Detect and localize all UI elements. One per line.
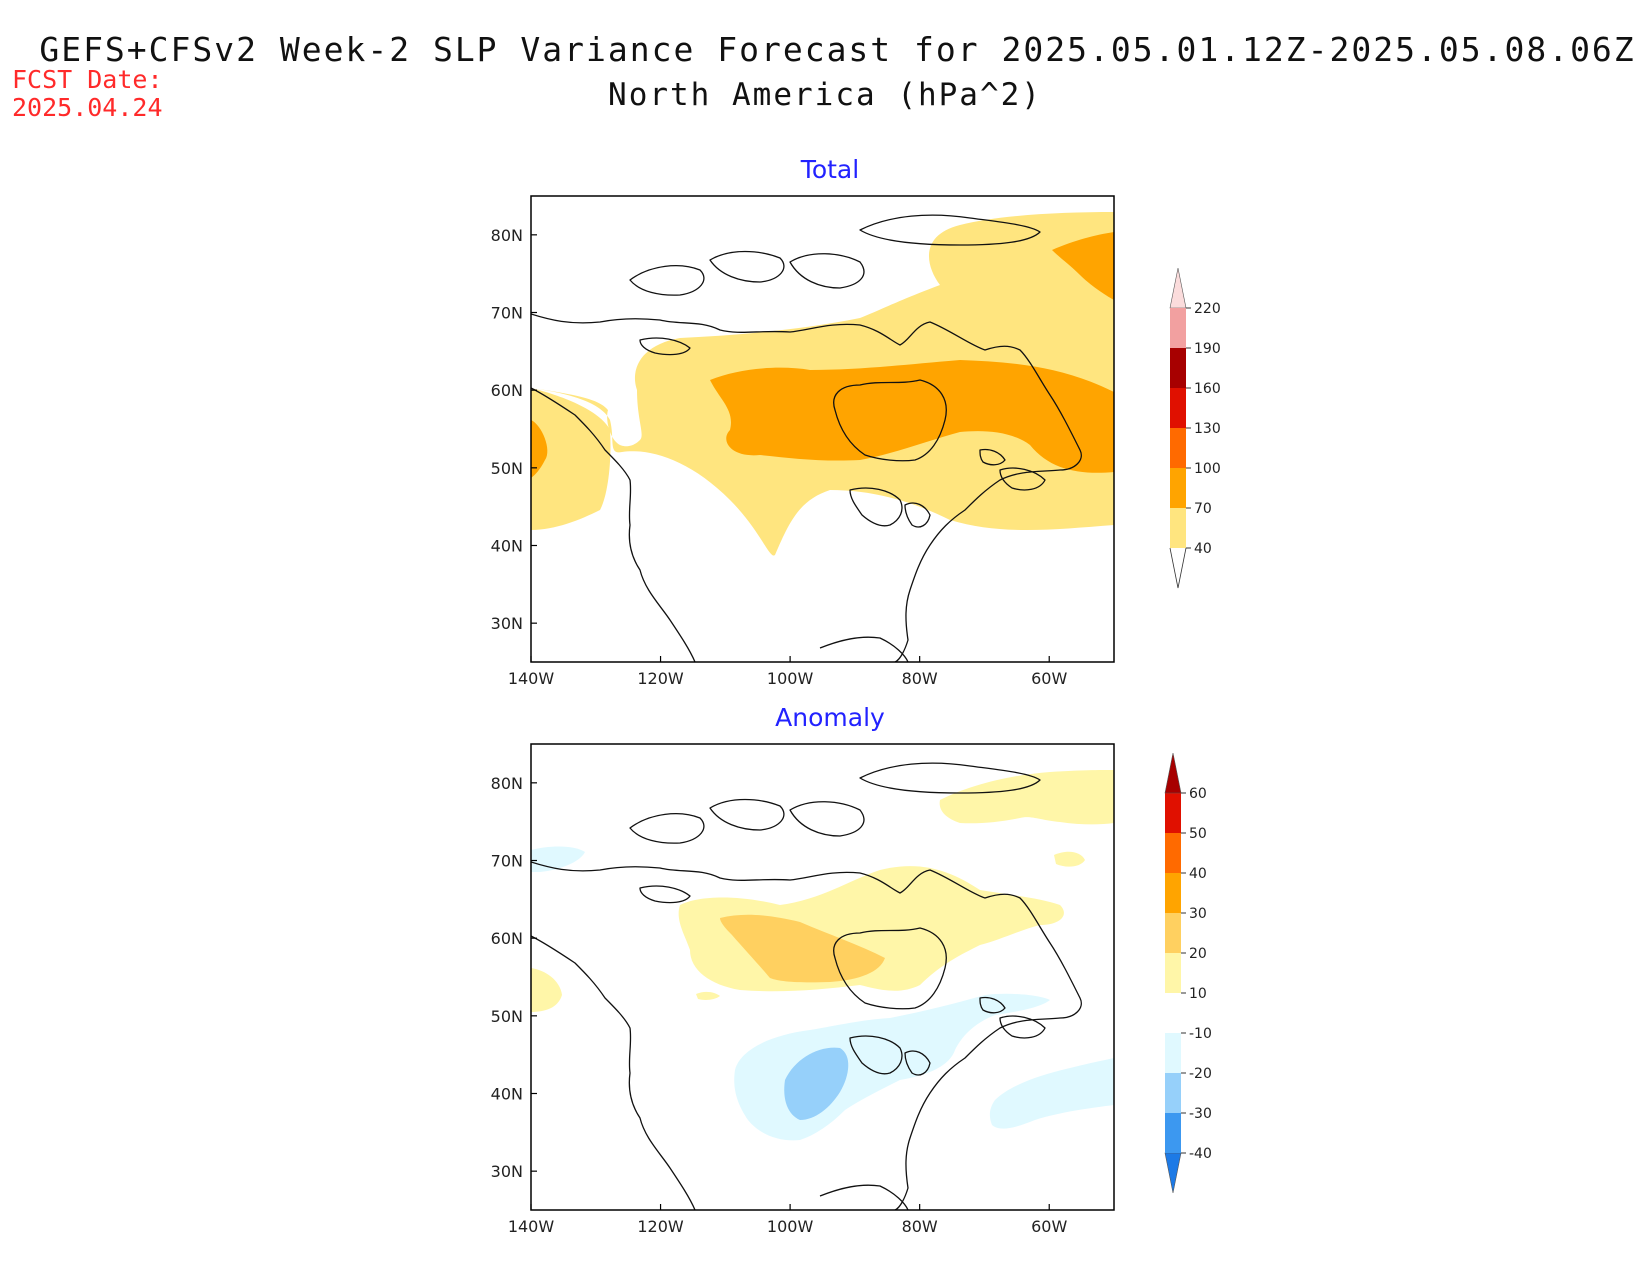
panel-title-total: Total xyxy=(800,155,859,184)
anomaly-lat-tick-label: 50N xyxy=(491,1007,523,1026)
anomaly-lon-tick-label: 80W xyxy=(902,1217,938,1236)
total-lon-tick-label: 120W xyxy=(637,669,684,688)
colorbar-anomaly-label: 20 xyxy=(1189,946,1207,962)
colorbar-total-box xyxy=(1170,508,1186,548)
colorbar-anomaly-label: -10 xyxy=(1189,1026,1212,1042)
total-contour-70-main xyxy=(710,360,1114,473)
colorbar-total-box xyxy=(1170,428,1186,468)
colorbar-total-label: 70 xyxy=(1194,501,1212,517)
colorbar-anomaly-arrow-bottom xyxy=(1164,1152,1182,1194)
colorbar-total-label: 100 xyxy=(1194,461,1221,477)
anomaly-lat-tick-label: 30N xyxy=(491,1162,523,1181)
anomaly-lon-tick-label: 100W xyxy=(767,1217,814,1236)
total-lat-tick-label: 50N xyxy=(491,459,523,478)
total-contour-70-ne xyxy=(1052,232,1114,300)
anomaly-contour-minus20 xyxy=(784,1047,849,1120)
total-contour-70-w xyxy=(531,420,548,478)
total-map-frame xyxy=(530,195,1115,663)
colorbar-total-label: 160 xyxy=(1194,381,1221,397)
anomaly-lat-axis: 30N 40N 50N 60N 70N 80N xyxy=(491,774,537,1181)
colorbar-anomaly-box xyxy=(1165,1073,1181,1113)
forecast-date-block: FCST Date: 2025.04.24 xyxy=(12,66,163,122)
anomaly-contour-10-w xyxy=(531,968,562,1012)
total-lat-axis: 30N 40N 50N 60N 70N 80N xyxy=(491,226,537,633)
total-lon-tick-label: 80W xyxy=(902,669,938,688)
total-lat-tick-label: 30N xyxy=(491,614,523,633)
colorbar-anomaly-box xyxy=(1165,793,1181,833)
anomaly-lon-tick-label: 120W xyxy=(637,1217,684,1236)
colorbar-anomaly-box xyxy=(1165,1113,1181,1153)
colorbar-total-label: 130 xyxy=(1194,421,1221,437)
colorbar-anomaly-label: -20 xyxy=(1189,1066,1212,1082)
colorbar-anomaly-label: 30 xyxy=(1189,906,1207,922)
total-contour-40-west xyxy=(531,388,611,530)
anomaly-contour-10-ne xyxy=(939,770,1114,825)
anomaly-lat-tick-label: 80N xyxy=(491,774,523,793)
colorbar-total-box xyxy=(1170,348,1186,388)
colorbar-total-label: 40 xyxy=(1194,541,1212,557)
colorbar-anomaly-label: 40 xyxy=(1189,866,1207,882)
total-fill-layer xyxy=(531,212,1114,662)
colorbar-total-label: 220 xyxy=(1194,301,1221,317)
anomaly-contour-20 xyxy=(720,914,885,983)
colorbar-total: 40 70 100 130 160 190 220 xyxy=(1169,267,1221,589)
colorbar-anomaly-label: 10 xyxy=(1189,986,1207,1002)
total-lon-tick-label: 140W xyxy=(508,669,555,688)
colorbar-anomaly: -40 -30 -20 -10 10 20 30 40 50 60 xyxy=(1164,752,1212,1194)
colorbar-total-arrow-bottom xyxy=(1169,547,1187,589)
anomaly-lat-tick-label: 60N xyxy=(491,929,523,948)
total-lon-axis: 140W 120W 100W 80W 60W xyxy=(508,656,1067,688)
anomaly-contour-10-small xyxy=(696,991,720,1000)
panel-total: Total xyxy=(491,155,1115,688)
anomaly-lon-axis: 140W 120W 100W 80W 60W xyxy=(508,1204,1067,1236)
anomaly-lon-tick-label: 140W xyxy=(508,1217,555,1236)
anomaly-contour-minus10-nw xyxy=(531,846,585,872)
anomaly-lat-tick-label: 40N xyxy=(491,1085,523,1104)
colorbar-total-box xyxy=(1170,308,1186,348)
main-title: GEFS+CFSv2 Week-2 SLP Variance Forecast … xyxy=(39,30,1636,69)
forecast-date-value: 2025.04.24 xyxy=(12,93,163,122)
colorbar-anomaly-label: 60 xyxy=(1189,786,1207,802)
colorbar-total-box xyxy=(1170,468,1186,508)
panel-title-anomaly: Anomaly xyxy=(775,703,885,732)
anomaly-map-frame xyxy=(530,743,1115,1211)
anomaly-lon-tick-label: 60W xyxy=(1031,1217,1067,1236)
colorbar-anomaly-box xyxy=(1165,873,1181,913)
total-lon-tick-label: 100W xyxy=(767,669,814,688)
total-lat-tick-label: 60N xyxy=(491,381,523,400)
total-coastlines xyxy=(531,214,1082,662)
anomaly-contour-10-e xyxy=(1054,851,1085,867)
total-lat-tick-label: 40N xyxy=(491,537,523,556)
colorbar-anomaly-box xyxy=(1165,913,1181,953)
anomaly-lat-tick-label: 70N xyxy=(491,852,523,871)
colorbar-anomaly-label: -40 xyxy=(1189,1146,1212,1162)
colorbar-anomaly-arrow-top xyxy=(1164,752,1182,794)
colorbar-anomaly-label: 50 xyxy=(1189,826,1207,842)
colorbar-anomaly-box xyxy=(1165,833,1181,873)
total-lat-tick-label: 80N xyxy=(491,226,523,245)
colorbar-total-arrow-top xyxy=(1169,267,1187,309)
colorbar-anomaly-label: -30 xyxy=(1189,1106,1212,1122)
total-lat-tick-label: 70N xyxy=(491,304,523,323)
colorbar-anomaly-box xyxy=(1165,1033,1181,1073)
colorbar-anomaly-box xyxy=(1165,953,1181,993)
panel-anomaly: Anomaly xyxy=(491,703,1115,1236)
anomaly-fill-layer xyxy=(531,762,1114,1210)
forecast-date-label: FCST Date: xyxy=(12,65,163,94)
colorbar-total-label: 190 xyxy=(1194,341,1221,357)
sub-title: North America (hPa^2) xyxy=(608,77,1042,113)
colorbar-anomaly-box xyxy=(1165,993,1181,1033)
total-lon-tick-label: 60W xyxy=(1031,669,1067,688)
anomaly-coastlines xyxy=(531,762,1082,1210)
colorbar-total-box xyxy=(1170,388,1186,428)
anomaly-contour-minus10-e xyxy=(989,1058,1114,1129)
